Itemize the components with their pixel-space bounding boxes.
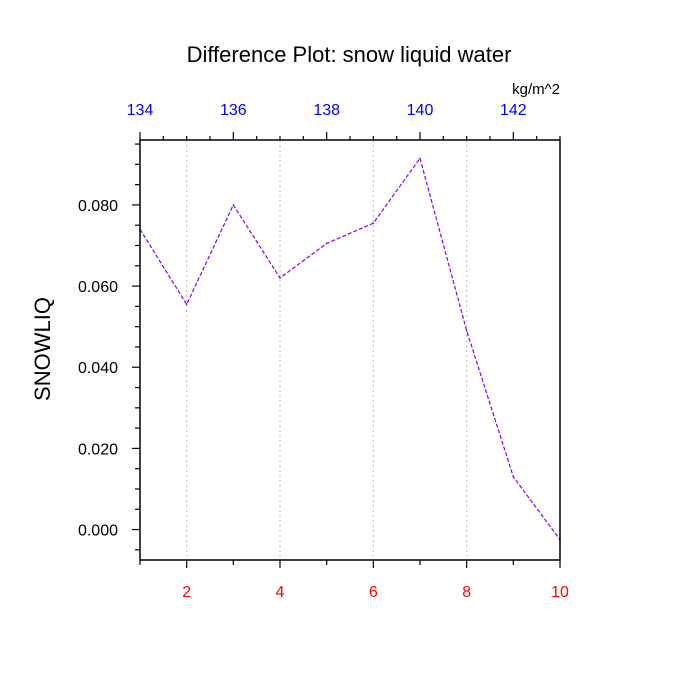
- top-tick-label: 136: [220, 102, 247, 119]
- top-tick-label: 134: [127, 102, 154, 119]
- x-tick-label: 8: [462, 584, 471, 601]
- data-point: [512, 476, 515, 478]
- data-point: [372, 222, 375, 224]
- chart-title: Difference Plot: snow liquid water: [187, 42, 512, 67]
- top-tick-label: 140: [407, 102, 434, 119]
- x-tick-label: 6: [369, 584, 378, 601]
- y-tick-label: 0.060: [78, 279, 118, 296]
- tick-labels: 2 4 6 8 10 134 136 138 140 142 0.000 0.020 0.040 0.06…: [78, 102, 569, 601]
- x-tick-label: 2: [182, 584, 191, 601]
- data-point: [185, 303, 188, 306]
- data-point: [232, 204, 235, 206]
- series-group: [139, 156, 561, 541]
- y-tick-label: 0.080: [78, 198, 118, 215]
- data-point: [325, 242, 328, 245]
- units-label: kg/m^2: [512, 81, 560, 98]
- data-point: [465, 329, 468, 332]
- axis-ticks: [132, 132, 561, 568]
- gridlines: [186, 140, 468, 560]
- y-tick-label: 0.040: [78, 360, 118, 377]
- data-point: [279, 277, 281, 279]
- y-tick-label: 0.000: [78, 523, 118, 540]
- top-tick-label: 138: [313, 102, 340, 119]
- series-line: [139, 156, 561, 541]
- plot-frame: [139, 139, 561, 561]
- top-tick-label: 142: [500, 102, 527, 119]
- x-tick-label: 4: [276, 584, 285, 601]
- y-axis-label: SNOWLIQ: [30, 297, 55, 401]
- data-point: [419, 157, 421, 160]
- x-tick-label: 10: [551, 584, 569, 601]
- y-tick-label: 0.020: [78, 441, 118, 458]
